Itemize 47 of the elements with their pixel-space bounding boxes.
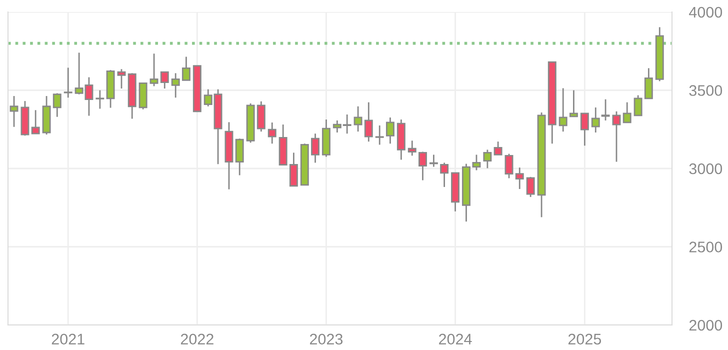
candlestick (408, 140, 416, 156)
candlestick (601, 98, 610, 122)
candlestick (634, 94, 642, 116)
y-tick-label: 2000 (689, 320, 722, 331)
candlestick (483, 149, 492, 169)
candlestick (591, 106, 600, 134)
y-tick-label: 4000 (689, 6, 722, 18)
candlestick (494, 140, 502, 156)
candlestick (354, 106, 362, 132)
candlestick (117, 68, 126, 90)
candlestick (612, 110, 621, 162)
candlestick (644, 67, 653, 100)
x-tick-label: 2025 (568, 334, 602, 345)
candlestick (10, 95, 18, 128)
candlestick (235, 138, 244, 176)
candlestick (171, 72, 180, 98)
candlestick (160, 71, 169, 90)
x-tick-label: 2024 (439, 334, 472, 345)
candlestick (569, 90, 578, 118)
candlestick (418, 151, 427, 181)
candlestick (364, 102, 373, 142)
candlestick (526, 176, 535, 198)
candlestick (64, 67, 72, 98)
candlestick (256, 100, 266, 132)
x-tick-label: 2021 (52, 334, 84, 345)
candlestick (182, 56, 190, 81)
candlestick (440, 162, 449, 188)
x-tick-label: 2022 (180, 334, 214, 345)
candlestick (52, 92, 62, 118)
candlestick (558, 88, 568, 132)
candlestick (504, 153, 514, 179)
candlestick (386, 116, 394, 144)
candlestick (311, 132, 320, 164)
candlestick (622, 102, 632, 124)
candlestick (150, 52, 158, 87)
x-tick-label: 2023 (310, 334, 343, 345)
candlestick (375, 124, 384, 146)
candlestick (96, 90, 104, 110)
candlestick (429, 154, 438, 168)
y-tick-label: 3000 (689, 163, 722, 174)
candlestick (580, 112, 589, 146)
candlestick (289, 152, 298, 187)
candlestick (515, 166, 524, 190)
y-tick-label: 3500 (689, 85, 722, 96)
candlestick (31, 109, 40, 134)
y-tick-label: 2500 (689, 242, 722, 252)
candlestick (268, 122, 276, 144)
